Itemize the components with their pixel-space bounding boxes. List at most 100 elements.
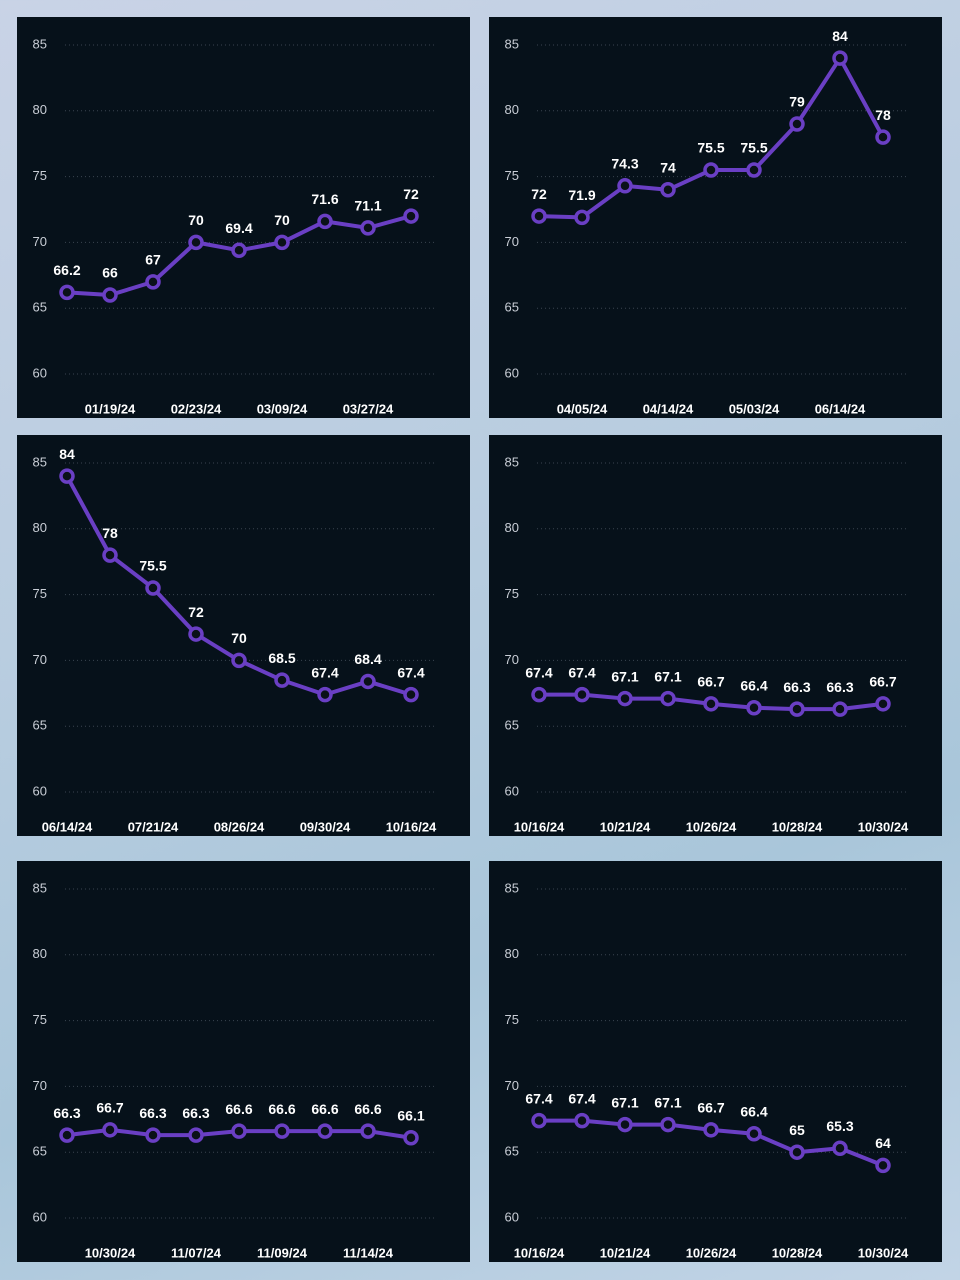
x-tick-label: 10/26/24 (686, 1245, 737, 1260)
data-point (317, 213, 333, 230)
data-label: 67.4 (397, 664, 424, 680)
y-tick-label: 85 (505, 880, 519, 895)
data-label: 70 (188, 212, 204, 228)
data-label: 66.3 (182, 1105, 209, 1121)
data-point (231, 1123, 247, 1139)
panel-background (17, 17, 470, 418)
x-tick-label: 10/16/24 (386, 819, 437, 834)
data-label: 67.1 (654, 1094, 681, 1110)
data-point (875, 1157, 891, 1174)
x-tick-label: 11/14/24 (343, 1245, 394, 1260)
x-tick-label: 10/21/24 (600, 1245, 651, 1260)
data-point (832, 1140, 848, 1157)
data-label: 66.7 (869, 674, 896, 690)
data-label: 67.1 (611, 668, 638, 684)
data-label: 66.7 (697, 674, 724, 690)
data-label: 65 (789, 1122, 805, 1138)
x-tick-label: 11/09/24 (257, 1245, 308, 1260)
x-tick-label: 01/19/24 (85, 401, 136, 416)
x-tick-label: 04/05/24 (557, 401, 608, 416)
x-tick-label: 05/03/24 (729, 401, 780, 416)
x-tick-label: 09/30/24 (300, 819, 351, 834)
data-label: 75.5 (697, 140, 724, 156)
data-label: 66.6 (225, 1101, 252, 1117)
x-tick-label: 10/16/24 (514, 819, 565, 834)
data-label: 67.4 (525, 1090, 552, 1106)
data-point (531, 686, 547, 703)
y-tick-label: 70 (505, 652, 519, 667)
data-point (746, 700, 762, 716)
y-tick-label: 80 (505, 520, 519, 535)
data-label: 72 (188, 604, 204, 620)
x-tick-label: 06/14/24 (815, 401, 866, 416)
data-label: 74 (660, 159, 676, 175)
data-point (660, 1116, 676, 1133)
y-tick-label: 60 (505, 1209, 519, 1224)
data-point (574, 209, 590, 226)
data-label: 67.4 (525, 664, 552, 680)
x-tick-label: 11/07/24 (171, 1245, 222, 1260)
data-label: 64 (875, 1135, 891, 1151)
data-point (360, 1123, 376, 1139)
data-point (59, 468, 75, 484)
data-point (703, 696, 719, 712)
data-label: 66.3 (826, 679, 853, 695)
data-label: 66.2 (53, 262, 80, 278)
panel-background (489, 435, 942, 836)
data-point (102, 287, 118, 303)
y-tick-label: 75 (33, 586, 47, 601)
y-tick-label: 85 (505, 36, 519, 51)
x-tick-label: 02/23/24 (171, 401, 222, 416)
data-label: 71.1 (354, 198, 381, 214)
y-tick-label: 85 (33, 36, 47, 51)
x-tick-label: 06/14/24 (42, 819, 93, 834)
data-label: 70 (231, 630, 247, 646)
data-point (703, 1122, 719, 1138)
data-label: 68.4 (354, 651, 381, 667)
x-tick-label: 10/28/24 (772, 819, 823, 834)
chart-panel: 60 65 70 75 80 85 06/14/24 07/21/24 08/26/24 09/3… (17, 435, 470, 836)
y-tick-label: 65 (33, 1144, 47, 1159)
chart-panel: 60 65 70 75 80 85 10/16/24 10/21/24 10/26/24 10/2… (489, 435, 942, 836)
data-point (274, 234, 290, 251)
data-label: 67.4 (311, 664, 338, 680)
panel-background (17, 861, 470, 1262)
data-label: 75.5 (740, 140, 767, 156)
y-tick-label: 75 (505, 1012, 519, 1027)
data-point (102, 547, 118, 563)
y-tick-label: 60 (33, 783, 47, 798)
data-label: 66.6 (268, 1101, 295, 1117)
data-point (531, 1112, 547, 1129)
data-label: 71.9 (568, 187, 595, 203)
data-point (403, 1129, 419, 1146)
x-tick-label: 04/14/24 (643, 401, 694, 416)
data-label: 75.5 (139, 558, 166, 574)
data-label: 68.5 (268, 650, 295, 666)
data-point (574, 1112, 590, 1129)
data-label: 72 (403, 186, 419, 202)
y-tick-label: 85 (505, 454, 519, 469)
y-tick-label: 75 (33, 168, 47, 183)
y-tick-label: 65 (33, 300, 47, 315)
data-point (875, 129, 891, 145)
data-label: 66.3 (783, 679, 810, 695)
x-tick-label: 08/26/24 (214, 819, 265, 834)
y-tick-label: 65 (505, 718, 519, 733)
y-tick-label: 80 (505, 946, 519, 961)
x-tick-label: 07/21/24 (128, 819, 179, 834)
data-point (789, 701, 805, 717)
y-tick-label: 85 (33, 454, 47, 469)
y-tick-label: 70 (505, 1078, 519, 1093)
data-point (231, 652, 247, 669)
data-label: 71.6 (311, 191, 338, 207)
x-tick-label: 10/30/24 (858, 1245, 909, 1260)
y-tick-label: 60 (33, 1209, 47, 1224)
x-tick-label: 10/26/24 (686, 819, 737, 834)
x-tick-label: 10/30/24 (858, 819, 909, 834)
y-tick-label: 65 (505, 1144, 519, 1159)
data-label: 79 (789, 94, 805, 110)
data-point (703, 162, 719, 178)
data-point (188, 234, 204, 251)
